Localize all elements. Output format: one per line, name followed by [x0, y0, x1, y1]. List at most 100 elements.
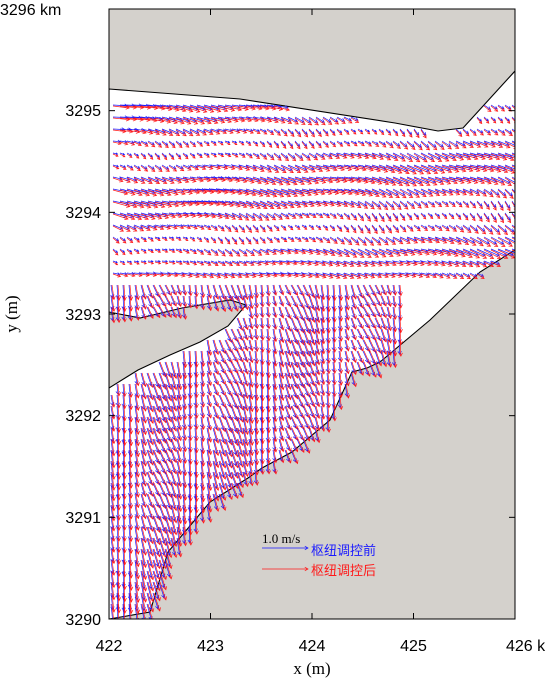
velocity-arrow-after: [243, 383, 249, 400]
velocity-arrow-after: [122, 306, 127, 323]
velocity-arrow-before: [140, 236, 147, 240]
velocity-arrow-after: [420, 177, 438, 186]
velocity-arrow-after: [332, 317, 337, 333]
velocity-arrow-after: [434, 177, 452, 185]
velocity-arrow-after: [441, 261, 453, 267]
velocity-arrow-after: [413, 237, 426, 244]
velocity-arrow-after: [210, 225, 219, 231]
velocity-arrow-after: [273, 237, 281, 243]
velocity-arrow-before: [371, 176, 388, 183]
velocity-arrow-after: [315, 213, 324, 218]
velocity-arrow-after: [413, 249, 430, 256]
velocity-arrow-after: [371, 213, 378, 223]
velocity-arrow-after: [315, 177, 334, 184]
velocity-arrow-after: [287, 153, 297, 162]
velocity-arrow-after: [161, 225, 172, 230]
velocity-arrow-after: [266, 117, 279, 123]
velocity-arrow-after: [122, 394, 127, 410]
velocity-arrow-after: [153, 559, 161, 581]
velocity-arrow-after: [285, 449, 292, 464]
velocity-arrow-after: [254, 317, 260, 330]
velocity-arrow-after: [224, 165, 236, 170]
velocity-arrow-after: [171, 394, 178, 412]
velocity-arrow-before: [308, 248, 320, 254]
velocity-arrow-after: [231, 284, 239, 301]
velocity-arrow-after: [225, 383, 233, 397]
velocity-arrow-after: [135, 537, 140, 555]
velocity-arrow-after: [140, 189, 158, 197]
velocity-arrow-after: [111, 394, 116, 408]
velocity-arrow-after: [321, 372, 326, 386]
velocity-arrow-after: [294, 237, 302, 242]
velocity-arrow-after: [135, 383, 140, 399]
velocity-arrow-after: [364, 261, 376, 267]
velocity-arrow-before: [133, 212, 148, 218]
velocity-arrow-after: [238, 153, 246, 158]
velocity-arrow-after: [420, 129, 427, 139]
velocity-arrow-after: [385, 201, 395, 211]
velocity-arrow-after: [171, 372, 178, 391]
velocity-arrow-after: [210, 153, 218, 158]
velocity-arrow-after: [147, 581, 155, 603]
velocity-arrow-after: [259, 141, 266, 148]
velocity-arrow-after: [168, 261, 176, 265]
velocity-arrow-after: [117, 603, 120, 619]
velocity-arrow-after: [219, 449, 227, 469]
velocity-arrow-after: [165, 537, 173, 559]
velocity-arrow-after: [427, 237, 441, 244]
velocity-arrow-before: [210, 104, 227, 111]
velocity-arrow-after: [161, 201, 180, 208]
velocity-arrow-after: [147, 405, 155, 424]
velocity-arrow-after: [194, 504, 199, 525]
velocity-arrow-after: [336, 249, 351, 258]
velocity-arrow-before: [217, 224, 225, 230]
velocity-arrow-after: [231, 249, 241, 257]
velocity-arrow-after: [219, 295, 227, 313]
velocity-arrow-after: [406, 273, 417, 278]
velocity-arrow-after: [301, 249, 314, 255]
velocity-arrow-after: [326, 284, 331, 301]
velocity-arrow-after: [135, 284, 140, 301]
velocity-arrow-after: [122, 548, 127, 566]
velocity-arrow-after: [427, 165, 446, 174]
velocity-arrow-after: [116, 581, 122, 602]
velocity-arrow-after: [217, 273, 229, 279]
velocity-arrow-after: [392, 237, 404, 245]
velocity-arrow-before: [133, 224, 144, 230]
velocity-arrow-after: [329, 201, 342, 207]
velocity-arrow-after: [297, 361, 305, 379]
velocity-arrow-before: [476, 176, 491, 183]
velocity-arrow-after: [375, 350, 383, 367]
velocity-arrow-after: [147, 537, 155, 557]
velocity-arrow-after: [321, 361, 326, 375]
velocity-arrow-after: [387, 295, 392, 308]
velocity-arrow-before: [476, 128, 484, 134]
velocity-arrow-after: [259, 153, 268, 160]
velocity-arrow-after: [490, 213, 497, 223]
velocity-arrow-after: [280, 177, 298, 186]
velocity-arrow-after: [308, 225, 315, 230]
velocity-arrow-after: [159, 295, 167, 308]
velocity-arrow-after: [279, 295, 285, 307]
scale-arrow-label: 1.0 m/s: [262, 531, 300, 546]
velocity-arrow-after: [326, 295, 331, 313]
velocity-arrow-after: [297, 416, 305, 430]
velocity-arrow-after: [116, 438, 122, 458]
velocity-arrow-after: [399, 225, 407, 233]
velocity-arrow-before: [280, 116, 292, 122]
velocity-arrow-before: [133, 271, 143, 276]
velocity-arrow-after: [243, 350, 249, 363]
velocity-arrow-after: [378, 177, 397, 186]
velocity-arrow-after: [122, 581, 127, 603]
velocity-arrow-after: [357, 261, 369, 267]
velocity-arrow-after: [357, 328, 364, 341]
velocity-arrow-after: [147, 394, 155, 413]
velocity-arrow-after: [154, 249, 162, 253]
velocity-arrow-after: [497, 225, 509, 236]
velocity-arrow-after: [161, 261, 169, 265]
velocity-arrow-after: [194, 438, 199, 454]
velocity-arrow-after: [203, 141, 210, 147]
velocity-arrow-after: [326, 317, 331, 334]
velocity-arrow-after: [462, 273, 472, 280]
velocity-arrow-before: [329, 200, 341, 205]
